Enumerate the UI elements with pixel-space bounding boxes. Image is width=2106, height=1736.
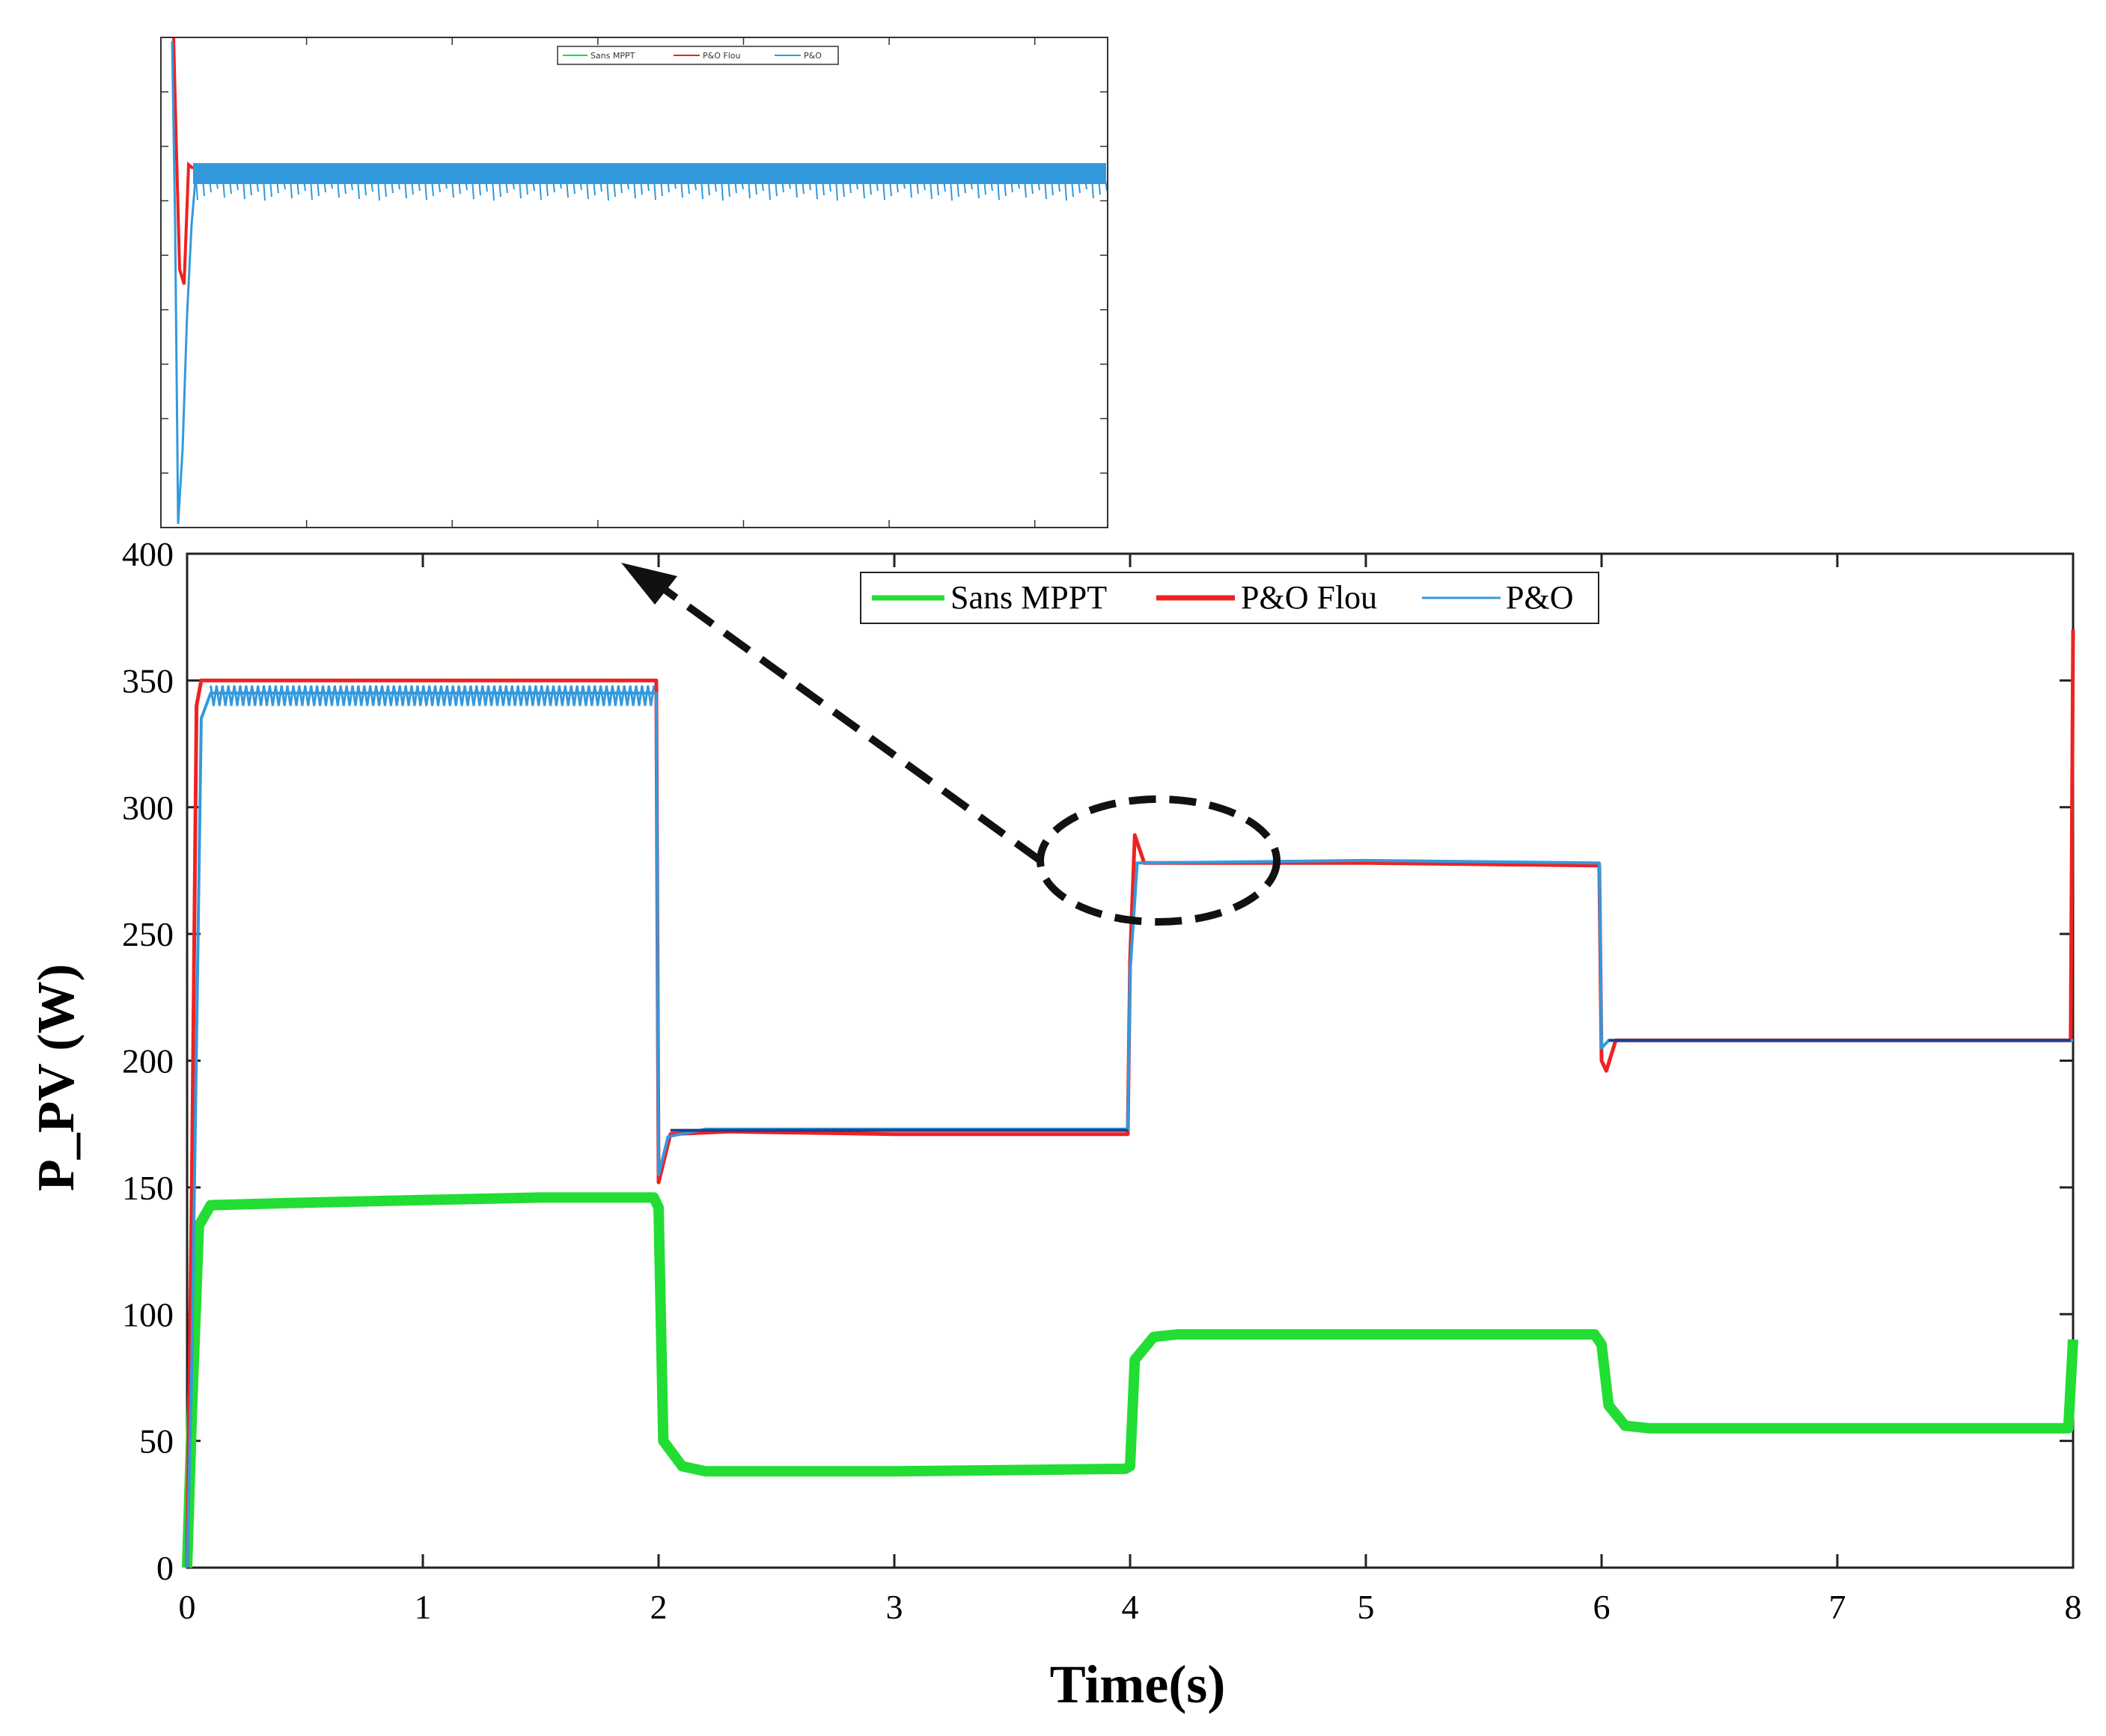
inset-background <box>161 37 1108 528</box>
x-tick-label: 1 <box>415 1588 432 1626</box>
inset-legend: Sans MPPT P&O Flou P&O <box>557 46 839 65</box>
y-tick-label: 250 <box>122 915 174 953</box>
inset-ticks <box>161 37 1108 528</box>
inset-ripple-po <box>195 179 1108 201</box>
main-ticks <box>186 552 2075 1569</box>
inset-legend-label-po-flou: P&O Flou <box>703 51 740 61</box>
x-tick-label: 5 <box>1358 1588 1375 1626</box>
inset-line-po-transient <box>171 40 198 525</box>
y-tick-label: 200 <box>122 1042 174 1081</box>
legend-label-sans-mppt: Sans MPPT <box>950 579 1107 616</box>
zoom-arrow-shaft <box>656 581 1043 864</box>
main-tick-labels: 0 1 2 3 4 5 6 7 8 0 50 100 150 200 250 300 350 400 <box>122 535 2082 1626</box>
main-chart: 0 1 2 3 4 5 6 7 8 0 50 100 150 200 250 300 350 400 Time(s… <box>28 535 2082 1714</box>
x-tick-label: 4 <box>1122 1588 1139 1626</box>
series-line-sans-mppt <box>182 1192 2078 1568</box>
series-ripple-po <box>210 685 656 706</box>
inset-series <box>171 37 1108 525</box>
x-tick-label: 3 <box>886 1588 903 1626</box>
inset-legend-label-sans-mppt: Sans MPPT <box>590 51 635 61</box>
zoom-arrow-head <box>621 563 677 605</box>
x-tick-label: 7 <box>1829 1588 1846 1626</box>
inset-plot-frame <box>160 37 1108 528</box>
legend-label-po-flou: P&O Flou <box>1241 579 1377 616</box>
main-legend: Sans MPPT P&O Flou P&O <box>860 572 1599 624</box>
y-tick-label: 150 <box>122 1169 174 1207</box>
inset-legend-label-po: P&O <box>804 51 822 61</box>
x-tick-label: 8 <box>2065 1588 2082 1626</box>
main-series <box>182 629 2078 1568</box>
inset-band-po <box>193 163 1106 184</box>
y-tick-label: 400 <box>122 535 174 573</box>
x-axis-title: Time(s) <box>1050 1654 1226 1714</box>
x-tick-label: 2 <box>650 1588 668 1626</box>
y-tick-label: 350 <box>122 661 174 700</box>
y-axis-title: P_PV (W) <box>28 964 85 1191</box>
y-tick-label: 300 <box>122 789 174 827</box>
x-tick-label: 0 <box>179 1588 196 1626</box>
y-tick-label: 0 <box>156 1549 174 1587</box>
inset-chart: Sans MPPT P&O Flou P&O <box>160 37 1108 528</box>
y-tick-label: 50 <box>139 1422 174 1461</box>
inset-line-po-flou <box>172 37 195 285</box>
y-tick-label: 100 <box>122 1295 174 1333</box>
x-tick-label: 6 <box>1593 1588 1611 1626</box>
legend-label-po: P&O <box>1506 579 1573 616</box>
